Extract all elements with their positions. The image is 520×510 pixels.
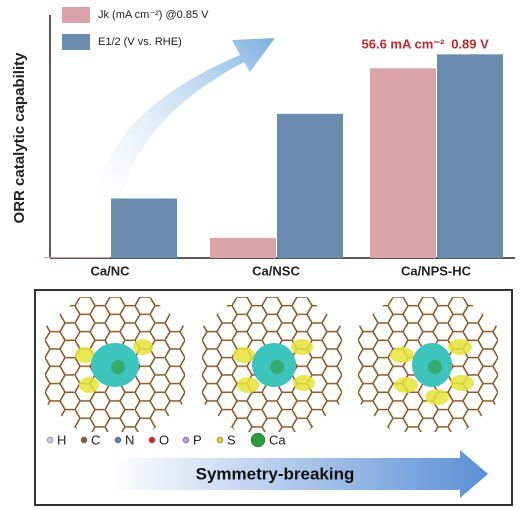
legend-swatch — [62, 7, 90, 23]
isosurface-yellow — [291, 339, 313, 355]
isosurface-yellow — [75, 347, 95, 363]
bar — [111, 198, 177, 258]
bar — [210, 237, 276, 258]
y-axis-title: ORR catalytic capability — [11, 52, 28, 224]
bar — [277, 113, 343, 258]
x-tick-label: Ca/NC — [90, 263, 130, 278]
bar — [437, 54, 503, 259]
x-tick-label: Ca/NPS-HC — [401, 263, 472, 278]
element-label: P — [193, 432, 202, 447]
arrow-label: Symmetry-breaking — [196, 464, 355, 483]
structure — [358, 297, 498, 432]
symmetry-arrow — [110, 450, 488, 498]
element-swatch — [46, 436, 54, 444]
legend-label: E1/2 (V vs. RHE) — [98, 36, 182, 48]
element-label: Ca — [269, 432, 286, 447]
isosurface-yellow — [394, 377, 418, 393]
isosurface-yellow — [293, 375, 315, 391]
element-label: O — [159, 432, 169, 447]
bar — [370, 68, 436, 259]
element-label: H — [57, 432, 66, 447]
element-swatch — [182, 436, 190, 444]
isosurface-yellow — [133, 339, 153, 355]
trend-arrow — [95, 38, 275, 205]
element-swatch — [148, 436, 156, 444]
bar — [44, 256, 110, 258]
element-swatch — [114, 436, 122, 444]
ca-atom — [428, 360, 442, 374]
structure — [45, 297, 185, 432]
ca-atom — [270, 360, 284, 374]
x-tick-label: Ca/NSC — [252, 263, 300, 278]
isosurface-yellow — [448, 339, 472, 355]
isosurface-yellow — [390, 347, 414, 363]
element-swatch — [216, 436, 224, 444]
structure — [202, 297, 342, 432]
isosurface-yellow — [237, 377, 259, 393]
element-label: S — [227, 432, 236, 447]
legend-label: Jk (mA cm⁻²) @0.85 V — [98, 9, 209, 21]
isosurface-yellow — [425, 389, 449, 405]
legend-swatch — [62, 34, 90, 50]
isosurface-yellow — [450, 375, 474, 391]
ca-atom — [111, 360, 125, 374]
element-label: N — [125, 432, 134, 447]
isosurface-yellow — [79, 377, 99, 393]
isosurface-yellow — [233, 347, 255, 363]
element-swatch — [80, 436, 88, 444]
element-swatch — [250, 432, 266, 448]
value-label: 56.6 mA cm⁻² — [362, 36, 446, 51]
element-label: C — [91, 432, 100, 447]
value-label: 0.89 V — [451, 36, 489, 51]
